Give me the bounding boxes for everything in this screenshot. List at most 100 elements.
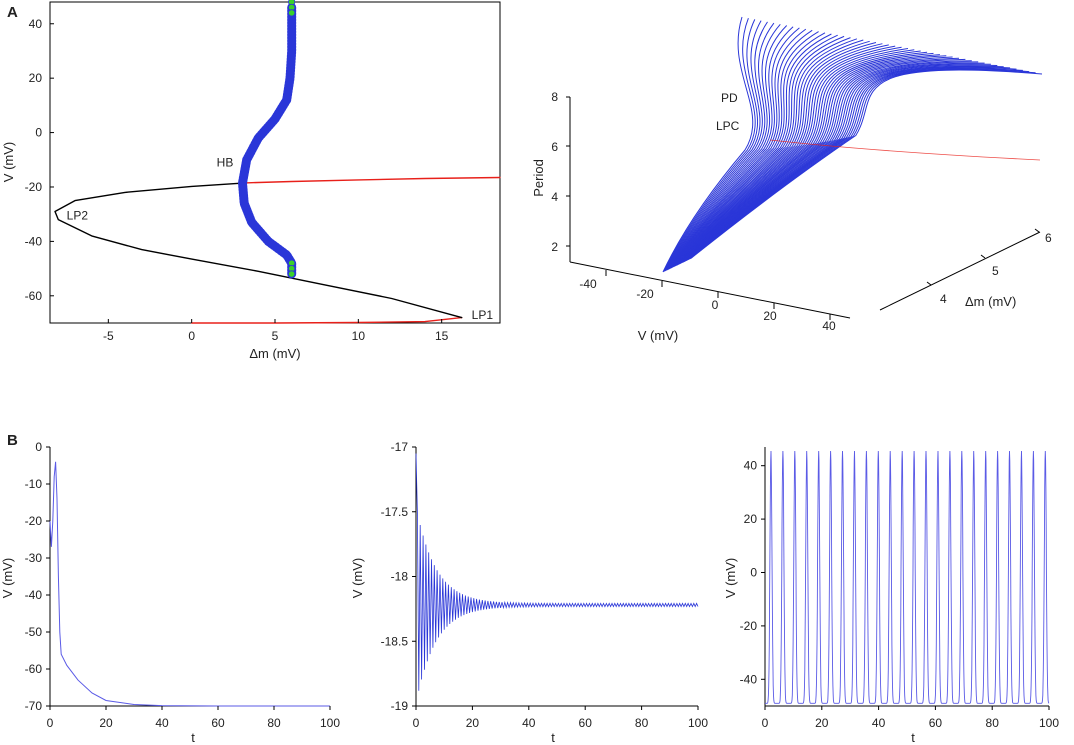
limit-cycle-36 <box>684 60 972 262</box>
limit-cycle-29 <box>679 51 928 264</box>
y-tick-B-left-0: 0 <box>35 440 42 454</box>
limit-cycle-35 <box>683 58 966 263</box>
limit-cycle-11 <box>669 29 813 270</box>
x-tick-a-left-4: 15 <box>435 329 449 343</box>
limit-cycle-2 <box>663 19 759 272</box>
limit-cycle-12 <box>669 31 819 269</box>
x-tick-a-left-2: 5 <box>272 329 279 343</box>
limit-cycle-31 <box>681 54 940 264</box>
x-tick-B-left-4: 80 <box>267 716 281 730</box>
limit-cycle-20 <box>674 40 870 267</box>
limit-cycle-14 <box>670 33 832 269</box>
x-tick-a-left-1: 0 <box>188 329 195 343</box>
limit-cycle-18 <box>673 38 858 268</box>
limit-cycle-17 <box>672 37 851 268</box>
x-tick-B-left-5: 100 <box>320 716 340 730</box>
limit-cycle-26 <box>678 48 909 265</box>
voltage-trace-b-middle <box>415 453 699 691</box>
limit-cycle-15 <box>671 34 838 268</box>
y-tick-B-right-3: -20 <box>740 619 758 633</box>
y-tick-a-left-4: -40 <box>25 234 43 248</box>
x-tick-B-right-2: 40 <box>872 716 886 730</box>
y-tick-B-left-1: -10 <box>25 477 43 491</box>
limit-cycle-19 <box>673 39 864 267</box>
period-doubling-line <box>769 139 1041 161</box>
y-tick-B-left-3: -30 <box>25 551 43 565</box>
x-tick-20: 20 <box>763 309 777 323</box>
limit-cycle-6 <box>666 23 781 271</box>
x-tick-B-right-0: 0 <box>762 716 769 730</box>
panel-label-b: B <box>7 432 18 449</box>
bifurcation-marker-5 <box>288 270 296 278</box>
axes-b-left <box>49 447 330 707</box>
x-tick-B-middle-5: 100 <box>688 716 708 730</box>
y-tick-B-middle-3: -18.5 <box>381 634 409 648</box>
limit-cycle-0 <box>662 16 754 273</box>
y-tick-B-middle-0: -17 <box>391 440 409 454</box>
x-tick-B-middle-0: 0 <box>413 716 420 730</box>
z-tick-6: 6 <box>551 140 558 154</box>
x-tick-B-left-3: 60 <box>211 716 225 730</box>
limit-cycle-32 <box>681 55 947 263</box>
x-tick-B-middle-1: 20 <box>466 716 480 730</box>
x-tick-n20: -20 <box>636 287 654 301</box>
x-axis-label-b-left: t <box>191 730 195 745</box>
limit-cycle-40 <box>686 64 998 261</box>
x-tick-B-right-3: 60 <box>929 716 943 730</box>
y-tick-B-left-4: -40 <box>25 588 43 602</box>
x-tick-B-middle-4: 80 <box>635 716 649 730</box>
y-axis-label-a-right: Δm (mV) <box>965 294 1016 309</box>
branch-cycle-3 <box>238 2 297 279</box>
x-tick-B-left-0: 0 <box>47 716 54 730</box>
voltage-trace-b-right <box>765 450 1050 704</box>
x-tick-0: 0 <box>712 298 719 312</box>
limit-cycle-27 <box>678 49 915 265</box>
y-tick-6: 6 <box>1045 231 1052 245</box>
limit-cycle-42 <box>687 66 1011 261</box>
limit-cycle-38 <box>685 62 985 262</box>
annotation-lpc: LPC <box>716 119 740 133</box>
limit-cycle-39 <box>685 63 991 261</box>
y-tick-B-left-6: -60 <box>25 662 43 676</box>
limit-cycle-surface <box>662 16 1043 273</box>
x-tick-n40: -40 <box>579 277 597 291</box>
axes-b-middle <box>415 447 698 707</box>
y-axis-label-b-left: V (mV) <box>0 558 15 598</box>
annotation-lp1: LP1 <box>472 308 494 322</box>
x-axis-label-b-right: t <box>911 730 915 745</box>
y-axis-label-a-left: V (mV) <box>1 142 16 182</box>
chart-a-right: 8 6 4 2 -40 -20 0 20 40 4 5 6 Period V (… <box>531 16 1052 343</box>
limit-cycle-3 <box>664 20 762 272</box>
x-axis-label-b-middle: t <box>551 730 555 745</box>
y-tick-a-left-2: 0 <box>35 126 42 140</box>
y-tick-B-right-1: 20 <box>744 512 758 526</box>
x-tick-B-middle-3: 60 <box>579 716 593 730</box>
limit-cycle-16 <box>672 35 845 268</box>
y-axis-label-b-right: V (mV) <box>723 558 738 598</box>
branch-unstable-2 <box>244 176 501 184</box>
limit-cycle-33 <box>682 56 953 263</box>
branch-stable-1 <box>54 182 463 319</box>
chart-b-left: 0 20 40 60 80 100 0 -10 -20 -30 -40 -50 -60 -70 t V (… <box>0 440 340 745</box>
limit-cycle-47 <box>690 69 1043 259</box>
x-axis-label-a-left: Δm (mV) <box>249 346 300 361</box>
y-tick-4: 4 <box>940 292 947 306</box>
limit-cycle-30 <box>680 52 934 264</box>
y-tick-5: 5 <box>992 264 999 278</box>
limit-cycle-22 <box>675 43 883 266</box>
limit-cycle-45 <box>689 68 1030 260</box>
chart-b-middle: 0 20 40 60 80 100 -17 -17.5 -18 -18.5 -19 t V (mV) <box>350 440 708 745</box>
bifurcation-marker-2 <box>288 9 296 17</box>
x-tick-B-right-4: 80 <box>986 716 1000 730</box>
surface-3d-axes <box>566 96 1041 320</box>
voltage-trace-b-left <box>49 461 330 707</box>
x-tick-B-left-2: 40 <box>155 716 169 730</box>
limit-cycle-8 <box>667 26 794 270</box>
limit-cycle-25 <box>677 46 902 266</box>
x-tick-40: 40 <box>822 319 836 333</box>
x-tick-B-left-1: 20 <box>99 716 113 730</box>
y-tick-a-left-3: -20 <box>25 180 43 194</box>
limit-cycle-34 <box>682 57 960 263</box>
limit-cycle-5 <box>665 22 775 271</box>
